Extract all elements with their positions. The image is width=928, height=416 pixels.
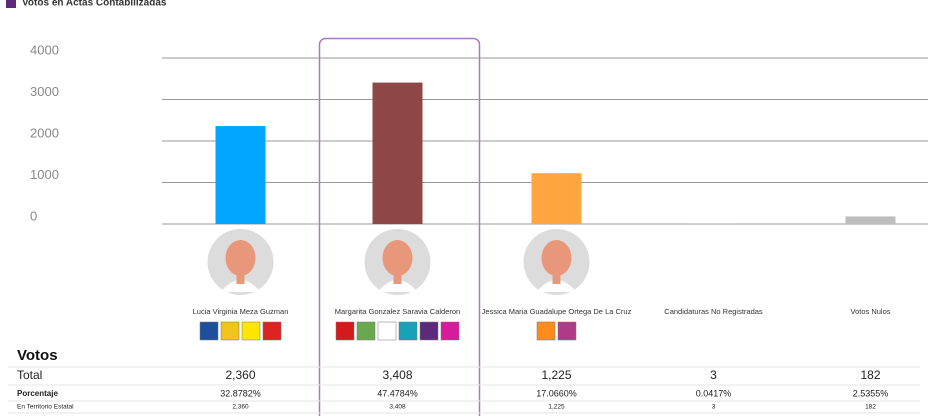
party-logo bbox=[377, 321, 397, 341]
y-tick-label: 0 bbox=[30, 208, 37, 223]
table-cell: 2.5355% bbox=[853, 388, 889, 398]
candidate-name: Candidaturas No Registradas bbox=[664, 307, 763, 316]
highlight-box bbox=[318, 37, 481, 416]
total-value: 3 bbox=[710, 368, 717, 382]
table-cell: 47.4784% bbox=[377, 388, 418, 398]
party-logo bbox=[220, 321, 240, 341]
table-cell: 182 bbox=[865, 404, 876, 411]
party-logo bbox=[262, 321, 282, 341]
bar bbox=[215, 126, 266, 224]
avatar-body bbox=[536, 280, 577, 292]
bar bbox=[372, 82, 423, 225]
y-tick-label: 3000 bbox=[30, 84, 59, 99]
table-cell: 0.0417% bbox=[696, 388, 732, 398]
avatar-body bbox=[377, 280, 418, 292]
party-logo bbox=[241, 321, 261, 341]
table-cell: 17.0660% bbox=[536, 388, 577, 398]
total-value: 2,360 bbox=[225, 368, 255, 382]
total-value: 3,408 bbox=[382, 368, 412, 382]
party-logo bbox=[356, 321, 376, 341]
bar bbox=[531, 173, 582, 224]
legend-label: Votos en Actas Contabilizadas bbox=[22, 0, 167, 9]
party-logo bbox=[419, 321, 439, 341]
party-logo bbox=[199, 321, 219, 341]
legend-swatch bbox=[6, 0, 16, 8]
avatar-head bbox=[382, 240, 413, 276]
party-logo bbox=[536, 321, 556, 341]
table-cell: 3,408 bbox=[389, 404, 406, 411]
y-tick-label: 4000 bbox=[30, 42, 59, 57]
party-logo bbox=[557, 321, 577, 341]
row-label: En Territorio Estatal bbox=[17, 404, 74, 411]
candidate-name: Lucia Virginia Meza Guzman bbox=[193, 307, 289, 316]
avatar-neck bbox=[236, 272, 245, 284]
total-value: 1,225 bbox=[541, 368, 571, 382]
candidate-name: Votos Nulos bbox=[850, 307, 890, 316]
row-label: Total bbox=[17, 368, 42, 382]
avatar-neck bbox=[552, 272, 561, 284]
party-logo bbox=[440, 321, 460, 341]
candidate-name: Margarita Gonzalez Saravia Calderon bbox=[335, 307, 460, 316]
y-tick-label: 1000 bbox=[30, 167, 59, 182]
avatar-head bbox=[225, 240, 256, 276]
party-logo bbox=[335, 321, 355, 341]
party-logo bbox=[398, 321, 418, 341]
total-value: 182 bbox=[860, 368, 880, 382]
table-cell: 32.8782% bbox=[220, 388, 261, 398]
table-cell: 1,225 bbox=[548, 404, 565, 411]
table-cell: 2,360 bbox=[232, 404, 249, 411]
avatar-neck bbox=[393, 272, 402, 284]
bar bbox=[845, 216, 896, 224]
table-cell: 3 bbox=[712, 404, 716, 411]
table-heading: Votos bbox=[17, 347, 58, 364]
y-tick-label: 2000 bbox=[30, 125, 59, 140]
row-label: Porcentaje bbox=[17, 389, 58, 398]
avatar-body bbox=[220, 280, 261, 292]
avatar-head bbox=[541, 240, 572, 276]
candidate-name: Jessica Maria Guadalupe Ortega De La Cru… bbox=[482, 307, 632, 316]
